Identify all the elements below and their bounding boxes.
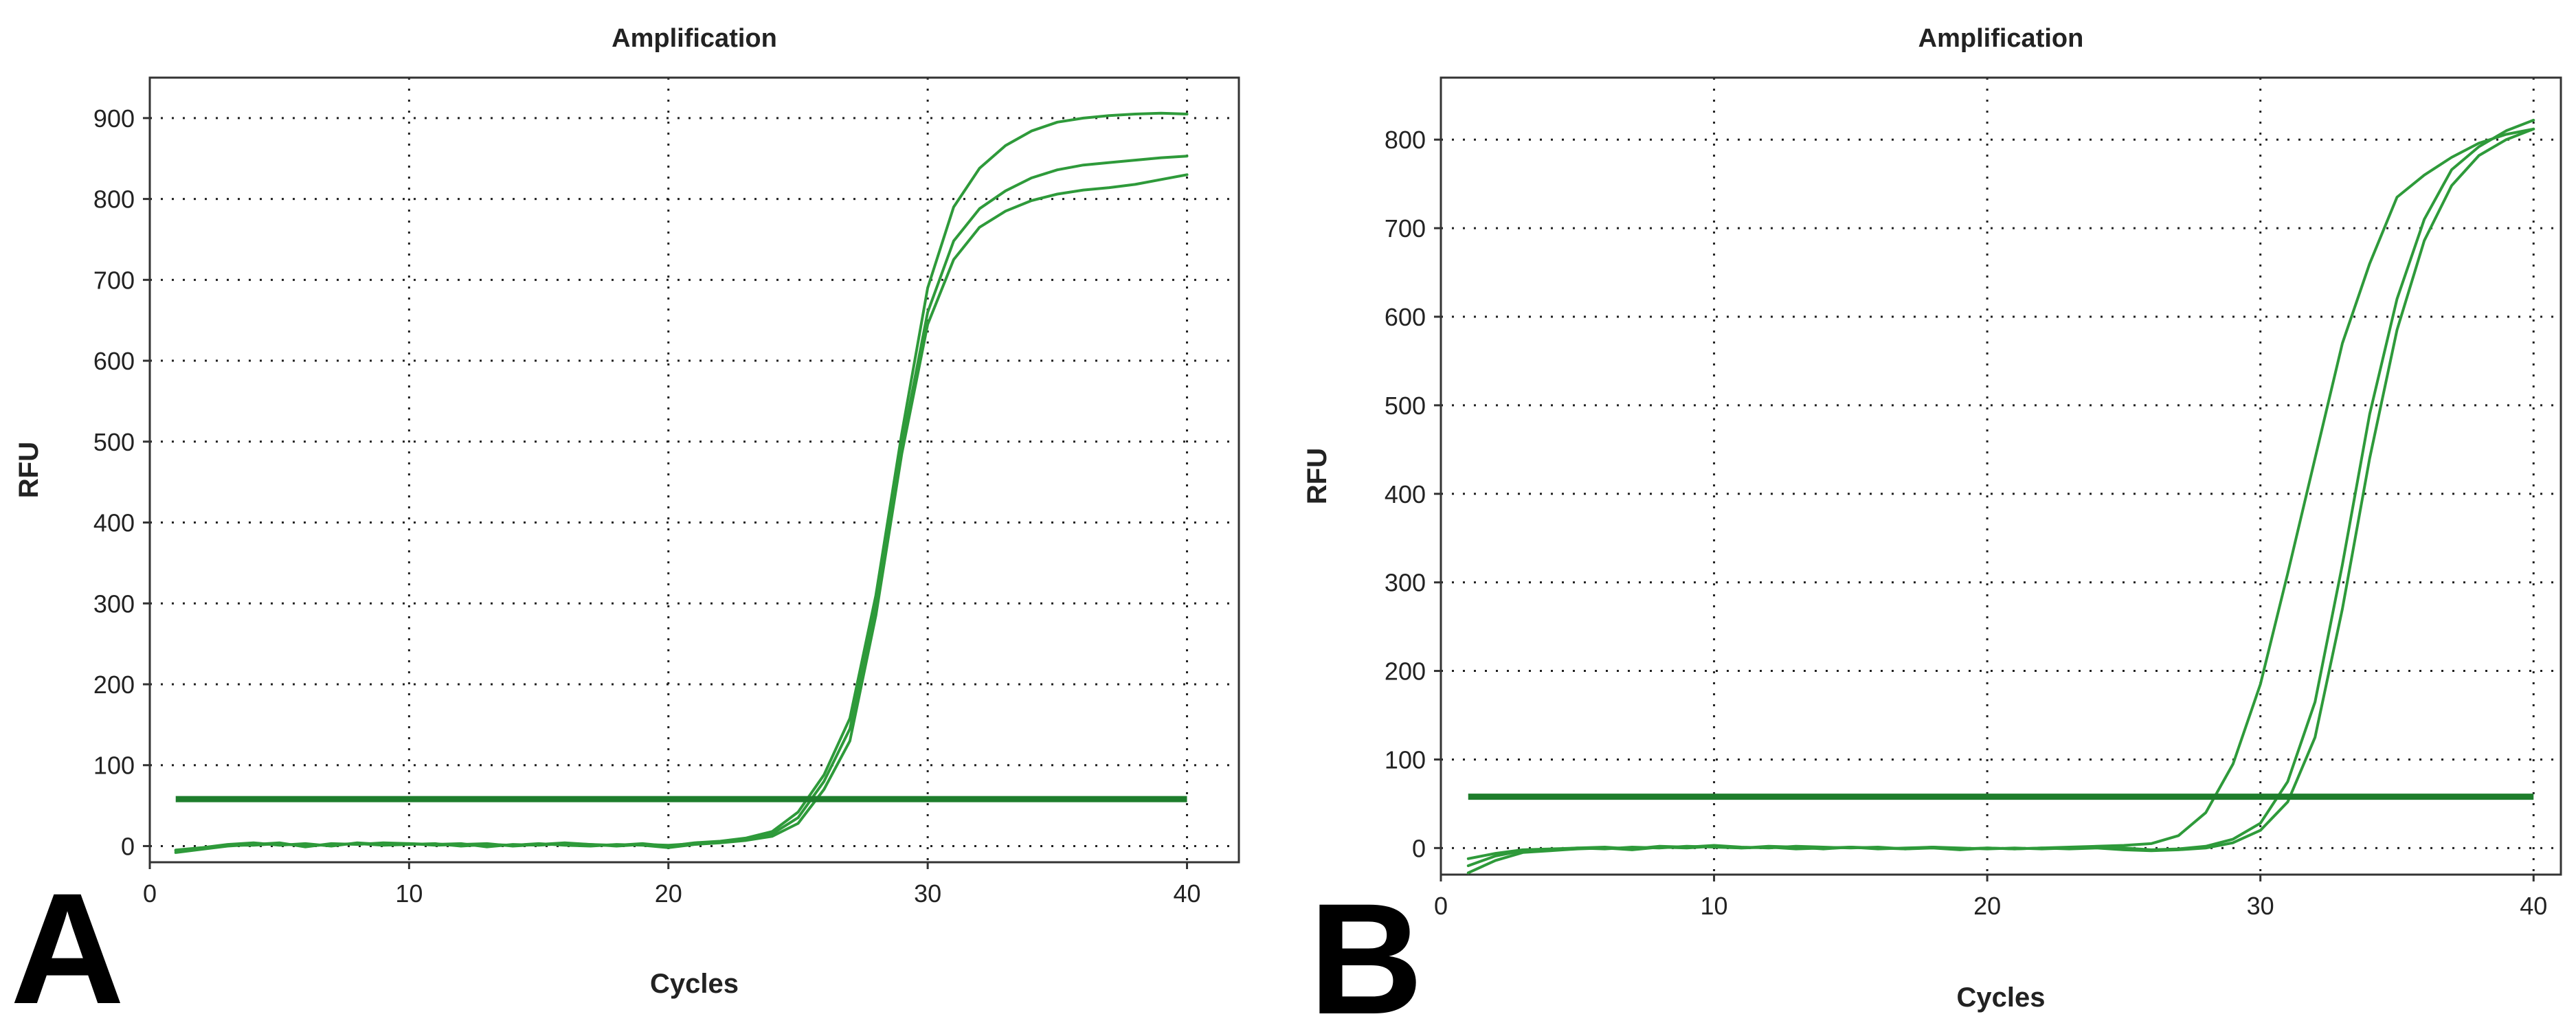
x-tick-label: 40 [1174, 879, 1201, 908]
y-tick-label: 0 [121, 832, 135, 860]
x-tick-label: 20 [1973, 892, 2001, 920]
y-tick-label: 300 [1385, 569, 1426, 597]
y-tick-label: 400 [93, 509, 135, 537]
x-tick-label: 10 [395, 879, 423, 908]
y-axis-label: RFU [1302, 448, 1332, 504]
y-tick-label: 500 [1385, 392, 1426, 420]
y-tick-label: 200 [93, 671, 135, 699]
y-tick-label: 0 [1412, 834, 1426, 862]
y-tick-label: 400 [1385, 480, 1426, 508]
y-tick-label: 100 [93, 752, 135, 780]
amplification-curve-3 [174, 173, 1189, 853]
y-tick-label: 600 [1385, 303, 1426, 331]
x-tick-label: 20 [655, 879, 682, 908]
x-tick-label: 30 [914, 879, 941, 908]
y-tick-label: 700 [1385, 214, 1426, 243]
x-axis-label: Cycles [1957, 982, 2046, 1013]
y-tick-label: 900 [93, 104, 135, 133]
panel-letter: B [1309, 870, 1423, 1034]
amplification-curve-1 [174, 111, 1189, 854]
panel-letter: A [10, 860, 124, 1034]
plot-frame [148, 76, 1240, 864]
chart-title: Amplification [612, 24, 777, 53]
y-tick-label: 300 [93, 589, 135, 618]
y-tick-label: 100 [1385, 745, 1426, 774]
y-tick-label: 500 [93, 428, 135, 456]
y-tick-label: 700 [93, 266, 135, 294]
x-tick-label: 0 [143, 879, 157, 908]
y-axis-label: RFU [14, 442, 44, 498]
x-tick-label: 30 [2247, 892, 2274, 920]
amplification-curve-2 [174, 155, 1189, 852]
y-tick-label: 800 [1385, 126, 1426, 154]
x-tick-label: 0 [1434, 892, 1448, 920]
y-tick-label: 600 [93, 347, 135, 375]
x-tick-label: 40 [2520, 892, 2547, 920]
amplification-curve-3 [1466, 127, 2535, 875]
y-tick-label: 200 [1385, 658, 1426, 686]
chart-title: Amplification [1918, 24, 2084, 53]
y-tick-label: 800 [93, 186, 135, 214]
plot-frame [1440, 76, 2562, 876]
x-tick-label: 10 [1701, 892, 1728, 920]
x-axis-label: Cycles [650, 969, 739, 999]
